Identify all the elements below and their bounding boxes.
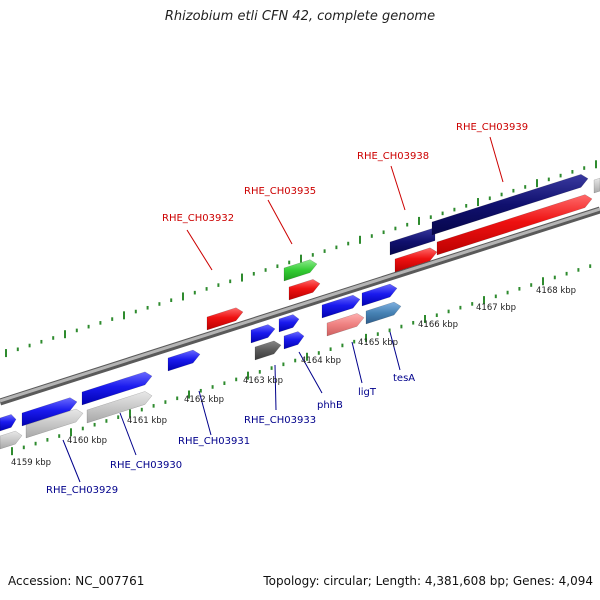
ruler-label: 4159 kbp: [11, 458, 51, 468]
gene-arrow[interactable]: [288, 279, 321, 301]
ruler-label: 4164 kbp: [301, 356, 341, 366]
gene-labels: RHE_CH03932 RHE_CH03935 RHE_CH03938 RHE_CH0…: [46, 122, 528, 496]
upper-tick-track: [5, 160, 597, 358]
ruler-label: 4166 kbp: [418, 320, 458, 330]
gene-arrow[interactable]: [278, 314, 300, 333]
gene-arrow[interactable]: [361, 283, 398, 307]
ruler-label: 4167 kbp: [476, 303, 516, 313]
ruler-label: 4161 kbp: [127, 416, 167, 426]
label-leader-line: [298, 351, 323, 394]
upper-gene-label[interactable]: RHE_CH03939: [456, 122, 528, 133]
label-leader-line: [267, 199, 293, 245]
gene-arrow[interactable]: [593, 177, 600, 194]
gene-arrow[interactable]: [436, 194, 593, 256]
gene-arrow[interactable]: [250, 324, 276, 344]
gene-arrow[interactable]: [167, 349, 201, 372]
ruler-label: 4168 kbp: [536, 286, 576, 296]
lower-gene-label[interactable]: RHE_CH03933: [244, 415, 316, 426]
lower-gene-label[interactable]: RHE_CH03930: [110, 460, 182, 471]
gene-arrow[interactable]: [389, 227, 436, 256]
genome-title: Rhizobium etli CFN 42, complete genome: [164, 9, 436, 24]
gene-arrow[interactable]: [321, 294, 361, 319]
accession-label: Accession: NC_007761: [8, 574, 145, 588]
label-leader-line: [390, 165, 406, 211]
label-leader-line: [186, 229, 213, 271]
gene-arrow[interactable]: [81, 371, 153, 406]
upper-gene-label[interactable]: RHE_CH03932: [162, 213, 234, 224]
label-leader-line: [198, 390, 212, 436]
ruler-label: 4162 kbp: [184, 395, 224, 405]
lower-tick-track: [11, 264, 592, 456]
label-leader-line: [119, 412, 137, 456]
upper-gene-label[interactable]: RHE_CH03935: [244, 186, 316, 197]
genome-backbone-highlight: [0, 207, 600, 403]
gene-arrow[interactable]: [283, 331, 305, 350]
lower-gene-label[interactable]: phhB: [317, 400, 343, 411]
lower-gene-label[interactable]: RHE_CH03929: [46, 485, 118, 496]
gene-arrow[interactable]: [0, 414, 17, 432]
gene-arrow[interactable]: [394, 247, 438, 273]
label-leader-line: [62, 439, 81, 483]
gene-arrow[interactable]: [25, 408, 84, 439]
lower-gene-label[interactable]: tesA: [393, 373, 415, 384]
label-leader-line: [351, 341, 363, 384]
gene-arrow[interactable]: [254, 340, 282, 361]
topology-label: Topology: circular; Length: 4,381,608 bp…: [263, 574, 593, 588]
label-leader-line: [489, 136, 504, 183]
lower-gene-label[interactable]: RHE_CH03931: [178, 436, 250, 447]
ruler-label: 4165 kbp: [358, 338, 398, 348]
ruler-labels: 4159 kbp 4160 kbp 4161 kbp 4162 kbp 4163 kbp…: [11, 286, 576, 468]
gene-arrow[interactable]: [0, 430, 23, 450]
gene-arrow[interactable]: [326, 313, 365, 337]
gene-features: [0, 174, 600, 450]
label-leaders: [62, 136, 504, 483]
gene-arrow[interactable]: [86, 391, 153, 424]
gene-arrow[interactable]: [21, 397, 78, 427]
upper-gene-label[interactable]: RHE_CH03938: [357, 151, 429, 162]
ruler-label: 4160 kbp: [67, 436, 107, 446]
gene-arrow[interactable]: [365, 301, 402, 325]
label-leader-line: [274, 364, 277, 411]
gene-arrow[interactable]: [206, 307, 244, 331]
lower-gene-label[interactable]: ligT: [358, 387, 377, 398]
ruler-label: 4163 kbp: [243, 376, 283, 386]
label-leader-line: [389, 331, 401, 371]
gene-arrow[interactable]: [283, 259, 318, 282]
gene-arrow[interactable]: [431, 174, 589, 236]
